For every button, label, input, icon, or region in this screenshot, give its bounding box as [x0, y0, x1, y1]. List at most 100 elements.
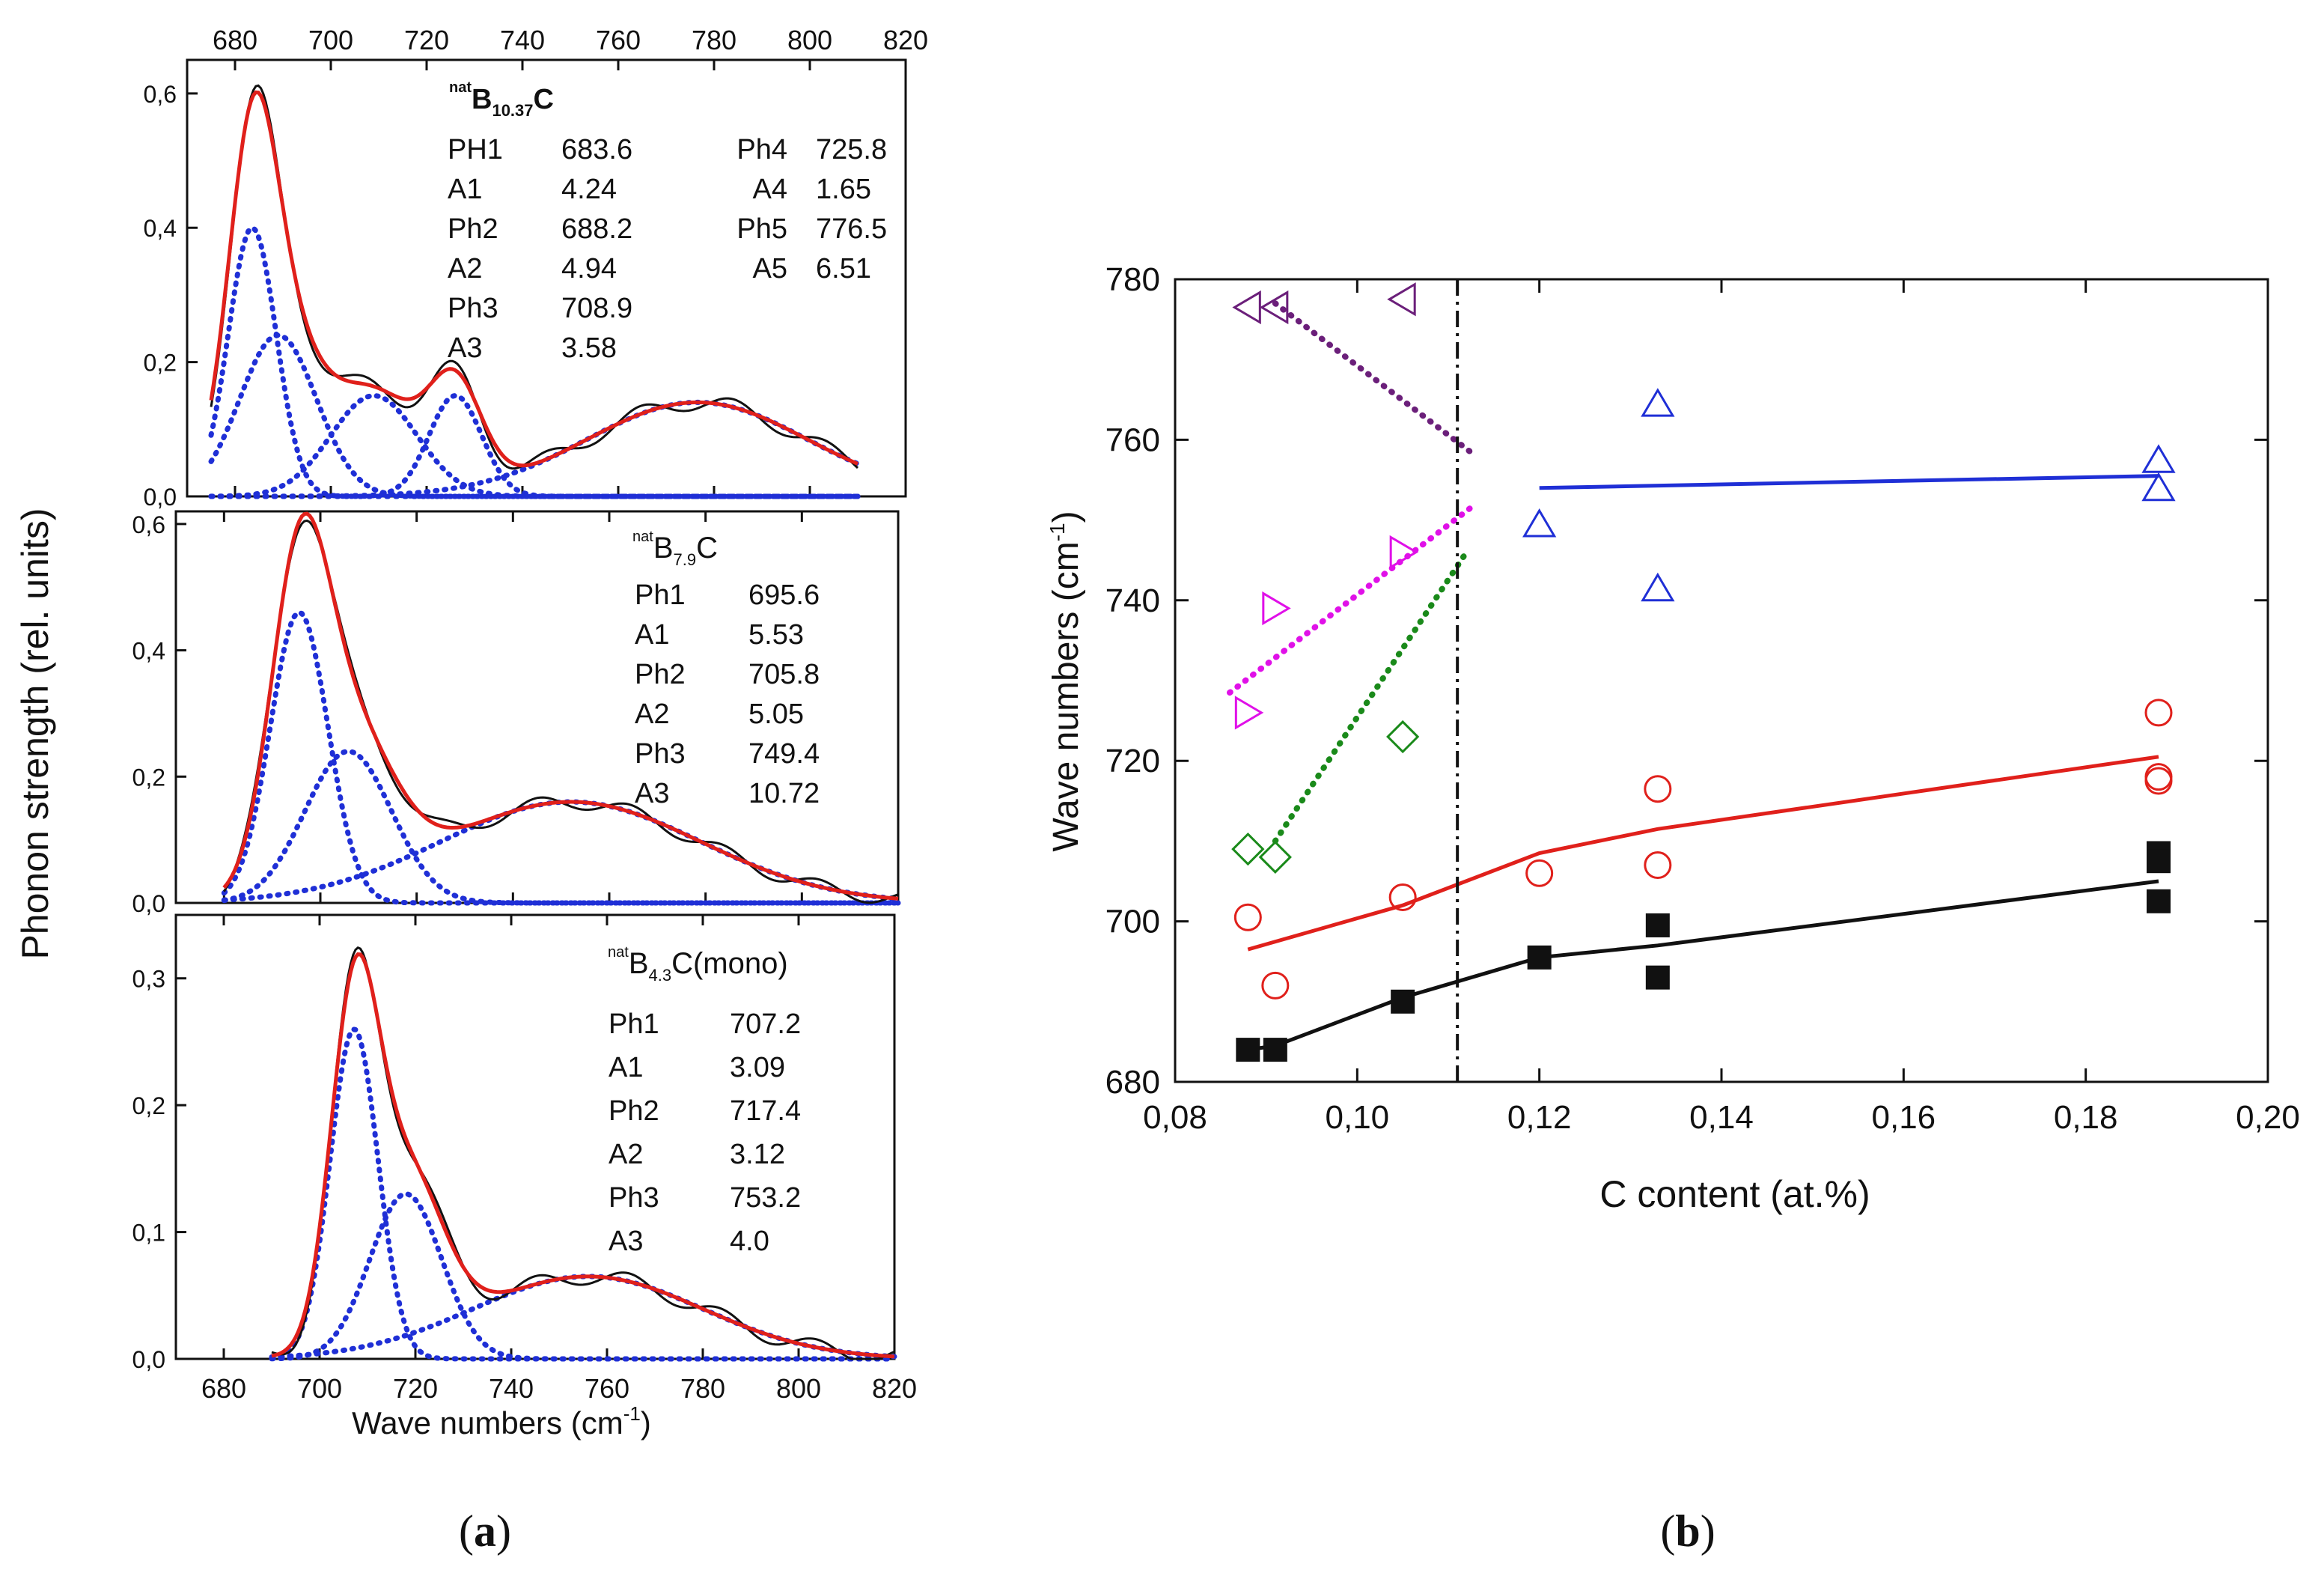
data-point [1527, 945, 1552, 970]
x-tick-label-top: 760 [596, 25, 641, 55]
panel-a-ylabel: Phonon strength (rel. units) [14, 508, 56, 959]
param-name: Ph2 [609, 1095, 659, 1127]
data-point [1262, 591, 1291, 626]
param-value: 4.94 [561, 253, 617, 285]
panel-a-caption-open: ( [459, 1506, 474, 1556]
y-tick-label: 0,0 [132, 1346, 165, 1373]
x-tick-label-top: 720 [404, 25, 449, 55]
panel-b-axes: 0,08 0,10 0,12 0,14 0,16 0,18 0,20 680 700 720 740… [1105, 261, 2300, 1136]
panel-a: 0,0 0,2 0,4 0,6 680 700 720 740 760 780 800 820 natB… [14, 25, 928, 1556]
x-tick-label: 0,10 [1326, 1099, 1390, 1136]
panel-b-ylabel-main: Wave numbers (cm [1046, 541, 1086, 851]
param-value: 1.65 [816, 174, 871, 205]
component-curve [269, 1026, 897, 1362]
param-name: A3 [635, 778, 669, 809]
subplot-bottom: 0,0 0,1 0,2 0,3 680 700 720 740 760 780 800 820 natB… [132, 913, 917, 1404]
sample-label-carbon: C [534, 84, 554, 115]
panel-a-xlabel-main: Wave numbers (cm [352, 1405, 623, 1440]
param-name: A2 [609, 1139, 643, 1170]
param-value: 3.09 [730, 1052, 785, 1083]
x-tick-label: 740 [489, 1373, 534, 1404]
y-tick-label: 700 [1105, 904, 1160, 940]
data-point [1641, 572, 1675, 602]
panel-b-ylabel: Wave numbers (cm-1) [1046, 511, 1086, 851]
data-point [1386, 719, 1420, 754]
fit-sum-curve [271, 952, 895, 1359]
param-name: Ph1 [635, 579, 686, 611]
x-tick-label-top: 800 [787, 25, 832, 55]
x-tick-label: 700 [297, 1373, 342, 1404]
sample-label-carbon: C(mono) [671, 947, 788, 980]
fit-line [1247, 755, 2159, 952]
data-point [1389, 535, 1419, 570]
x-tick-label: 680 [201, 1373, 246, 1404]
sample-label-subscript: 4.3 [649, 966, 672, 985]
x-tick-label-top: 780 [692, 25, 736, 55]
x-tick-label: 0,18 [2054, 1099, 2118, 1136]
x-tick-label: 0,12 [1507, 1099, 1572, 1136]
param-name: A1 [448, 174, 482, 205]
param-value: 749.4 [748, 738, 820, 770]
component-curve [221, 749, 901, 906]
param-value: 683.6 [561, 134, 632, 165]
panel-b-plot-frame [1174, 278, 2269, 1083]
y-tick-label: 0,2 [132, 764, 165, 791]
sample-label-subscript: 10.37 [492, 101, 533, 120]
y-tick-label: 0,6 [144, 81, 177, 108]
param-name: A3 [609, 1226, 643, 1257]
y-tick-label: 720 [1105, 743, 1160, 779]
panel-b-ylabel-close: ) [1046, 511, 1086, 523]
x-tick-label: 800 [776, 1373, 821, 1404]
sample-label-isotope: nat [449, 79, 472, 96]
sample-label: natB10.37C [449, 79, 554, 120]
panel-a-xlabel-sup: -1 [623, 1402, 641, 1425]
param-name: A2 [635, 699, 669, 730]
measured-spectrum [210, 84, 859, 470]
y-tick-label: 780 [1105, 261, 1160, 298]
param-name: A4 [753, 174, 787, 205]
y-tick-label: 0,4 [144, 215, 177, 242]
sample-label-subscript: 7.9 [674, 550, 697, 569]
panel-b-xlabel: C content (at.%) [1599, 1173, 1870, 1215]
param-value: 4.0 [730, 1226, 769, 1257]
x-tick-label: 820 [872, 1373, 917, 1404]
data-point [1261, 971, 1290, 1000]
param-value: 776.5 [816, 213, 887, 245]
param-name: Ph1 [609, 1008, 659, 1040]
subplot-frame [174, 913, 896, 1360]
x-tick-label: 0,16 [1872, 1099, 1936, 1136]
component-curve [221, 799, 901, 903]
panel-a-caption-letter: a [474, 1506, 496, 1556]
x-tick-label-top: 700 [308, 25, 353, 55]
fit-sum-curve [209, 90, 858, 468]
sample-label-carbon: C [696, 532, 718, 565]
y-tick-label: 760 [1105, 422, 1160, 458]
param-value: 3.12 [730, 1139, 785, 1170]
sample-label: natB4.3C(mono) [608, 944, 788, 985]
param-value: 707.2 [730, 1008, 801, 1040]
panel-b-caption-open: ( [1660, 1506, 1675, 1556]
panel-b-fit-lines [1227, 300, 2159, 1052]
x-tick-label-top: 740 [500, 25, 545, 55]
param-name: Ph4 [736, 134, 787, 165]
panel-a-caption: (a) [459, 1506, 511, 1556]
x-tick-label: 0,20 [2236, 1099, 2300, 1136]
panel-a-caption-close: ) [496, 1506, 511, 1556]
param-value: 4.24 [561, 174, 617, 205]
param-value: 725.8 [816, 134, 887, 165]
param-value: 708.9 [561, 293, 632, 324]
param-name: Ph2 [635, 659, 686, 690]
param-value: 753.2 [730, 1182, 801, 1214]
data-point [1388, 883, 1417, 911]
data-point [1232, 290, 1261, 325]
param-name: Ph3 [609, 1182, 659, 1214]
data-point [2141, 472, 2176, 502]
param-value: 717.4 [730, 1095, 801, 1127]
data-point [2144, 699, 2173, 727]
param-name: A5 [753, 253, 787, 285]
param-name: A1 [609, 1052, 643, 1083]
panel-b-data-points [1231, 282, 2176, 1062]
component-curve [269, 1191, 897, 1362]
param-name: Ph2 [448, 213, 498, 245]
